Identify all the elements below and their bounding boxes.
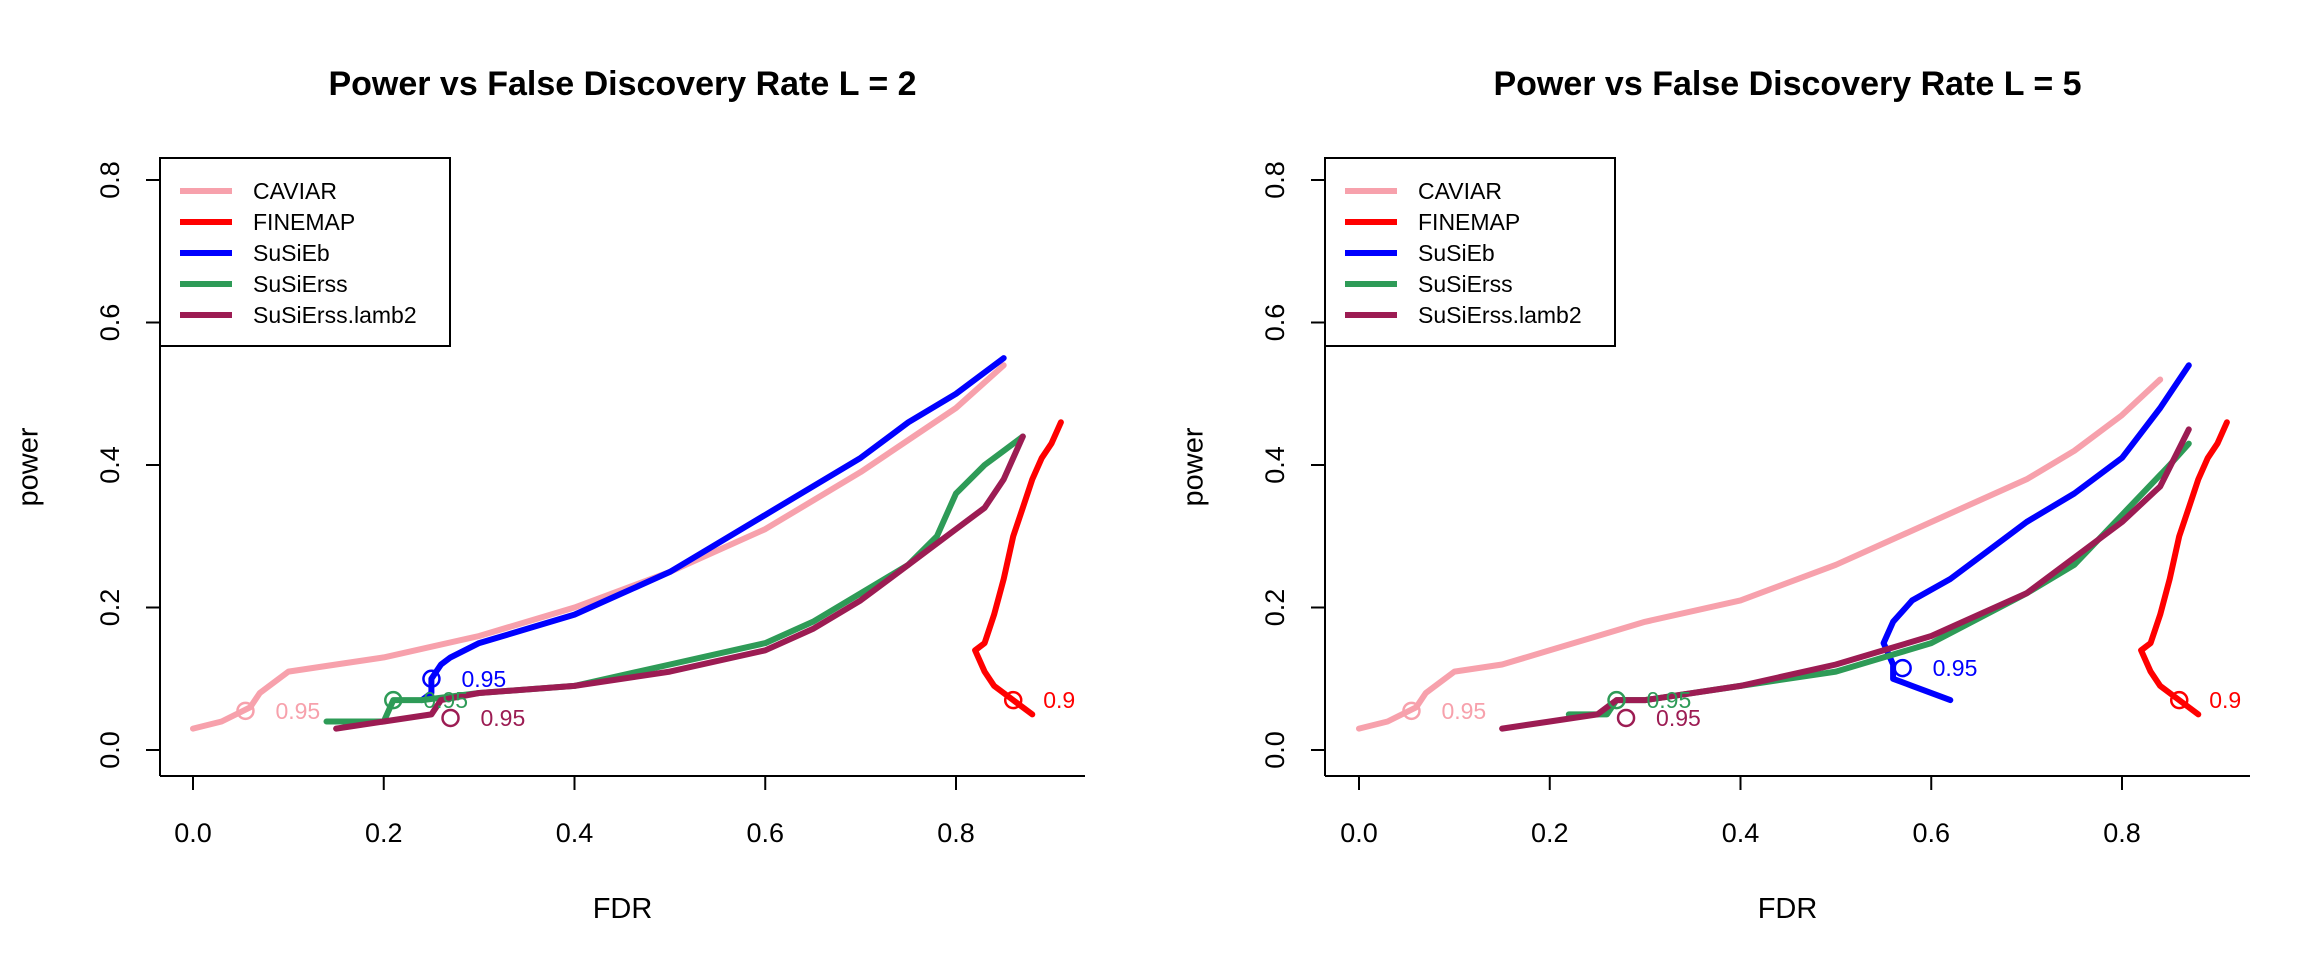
x-tick-label: 0.0 — [1340, 818, 1378, 848]
threshold-marker — [441, 708, 460, 728]
threshold-label: 0.9 — [1043, 687, 1075, 713]
x-tick-label: 0.4 — [1722, 818, 1760, 848]
threshold-marker — [1616, 708, 1636, 728]
y-tick-label: 0.0 — [95, 731, 125, 769]
x-tick-label: 0.0 — [174, 818, 212, 848]
threshold-marker — [2169, 690, 2189, 710]
legend-label: FINEMAP — [1418, 209, 1520, 235]
threshold-marker — [1003, 690, 1023, 710]
y-tick-label: 0.8 — [1260, 161, 1290, 199]
y-tick-label: 0.8 — [95, 161, 125, 199]
threshold-label: 0.95 — [1933, 655, 1978, 681]
threshold-label: 0.95 — [423, 687, 468, 713]
series-line-finemap — [972, 419, 1064, 718]
x-axis-label: FDR — [593, 893, 653, 925]
y-tick-label: 0.0 — [1260, 731, 1290, 769]
threshold-marker — [1607, 690, 1626, 710]
y-axis-label: power — [13, 427, 45, 506]
x-axis-label: FDR — [1758, 893, 1818, 925]
legend-label: SuSiErss — [1418, 271, 1513, 297]
legend-label: SuSiErss.lamb2 — [1418, 302, 1582, 328]
y-tick-label: 0.4 — [95, 446, 125, 484]
threshold-marker — [384, 690, 403, 710]
legend-label: SuSiEb — [253, 240, 330, 266]
threshold-label: 0.95 — [461, 666, 506, 692]
legend-label: SuSiEb — [1418, 240, 1495, 266]
x-tick-label: 0.2 — [365, 818, 403, 848]
x-tick-label: 0.2 — [1531, 818, 1569, 848]
legend-label: SuSiErss — [253, 271, 348, 297]
legend: CAVIAR FINEMAP SuSiEb SuSiErss SuSiErss.lamb… — [1324, 157, 1616, 347]
series-line-caviar — [190, 362, 1007, 732]
series-line-susierss-lamb2 — [1499, 426, 2192, 732]
y-tick-label: 0.2 — [95, 589, 125, 627]
chart-title: Power vs False Discovery Rate L = 5 — [1493, 65, 2081, 103]
x-tick-label: 0.6 — [746, 818, 784, 848]
y-axis-label: power — [1178, 427, 1210, 506]
series-line-caviar — [1356, 376, 2164, 732]
threshold-marker — [236, 701, 255, 721]
y-tick-label: 0.6 — [1260, 304, 1290, 342]
series-line-susieb — [418, 355, 1007, 704]
legend-label: FINEMAP — [253, 209, 355, 235]
x-tick-label: 0.4 — [556, 818, 594, 848]
legend-label: SuSiErss.lamb2 — [253, 302, 417, 328]
chart-title: Power vs False Discovery Rate L = 2 — [328, 65, 916, 103]
threshold-marker — [422, 669, 441, 688]
threshold-marker — [1402, 701, 1421, 721]
series-line-finemap — [2138, 419, 2230, 718]
chart-panel-1: Power vs False Discovery Rate L = 2 0.0 0.… — [13, 65, 1085, 925]
x-tick-label: 0.6 — [1912, 818, 1950, 848]
x-tick-label: 0.8 — [937, 818, 975, 848]
threshold-label: 0.95 — [1441, 698, 1486, 724]
threshold-label: 0.95 — [481, 705, 526, 731]
series-line-susieb — [1880, 362, 2192, 704]
chart-panel-2: Power vs False Discovery Rate L = 5 0.0 0.… — [1178, 65, 2250, 925]
threshold-marker — [1893, 658, 1912, 678]
series-line-susierss — [323, 433, 1026, 725]
threshold-label: 0.95 — [1656, 705, 1701, 731]
x-tick-label: 0.8 — [2103, 818, 2141, 848]
y-tick-label: 0.2 — [1260, 589, 1290, 627]
series-line-susierss — [1565, 440, 2192, 718]
threshold-label: 0.95 — [1647, 687, 1692, 713]
y-tick-label: 0.4 — [1260, 446, 1290, 484]
series-line-susierss-lamb2 — [333, 433, 1026, 732]
legend: CAVIAR FINEMAP SuSiEb SuSiErss SuSiErss.lamb… — [159, 157, 451, 347]
y-tick-label: 0.6 — [95, 304, 125, 342]
threshold-label: 0.95 — [275, 698, 320, 724]
threshold-label: 0.9 — [2209, 687, 2241, 713]
legend-label: CAVIAR — [253, 178, 337, 204]
legend-label: CAVIAR — [1418, 178, 1502, 204]
